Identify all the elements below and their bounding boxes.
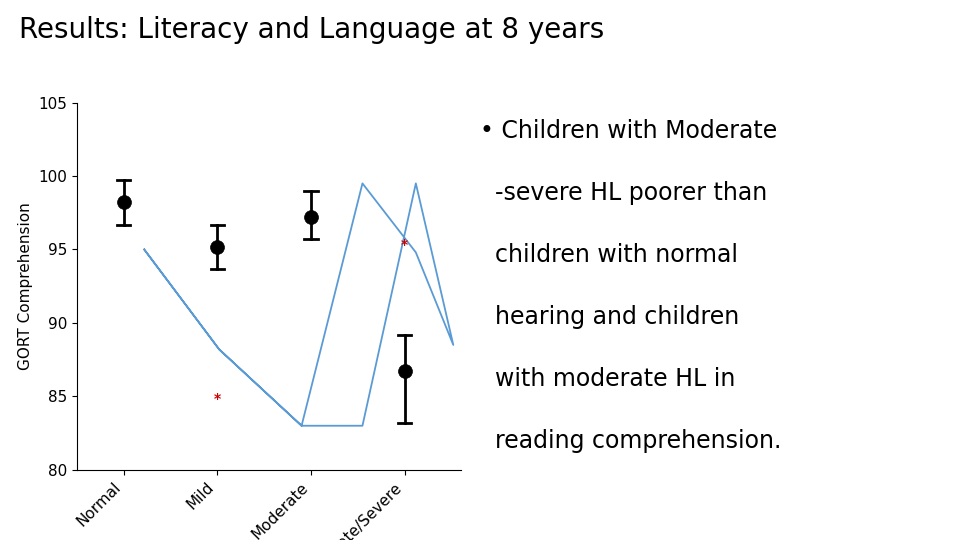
Text: • Children with Moderate: • Children with Moderate	[480, 119, 778, 143]
Text: reading comprehension.: reading comprehension.	[480, 429, 781, 453]
Text: *: *	[214, 392, 221, 406]
Text: children with normal: children with normal	[480, 243, 738, 267]
Y-axis label: GORT Comprehension: GORT Comprehension	[17, 202, 33, 370]
Text: hearing and children: hearing and children	[480, 305, 739, 329]
Text: Results: Literacy and Language at 8 years: Results: Literacy and Language at 8 year…	[19, 16, 605, 44]
Text: with moderate HL in: with moderate HL in	[480, 367, 735, 391]
Text: -severe HL poorer than: -severe HL poorer than	[480, 181, 767, 205]
Text: *: *	[401, 238, 408, 252]
